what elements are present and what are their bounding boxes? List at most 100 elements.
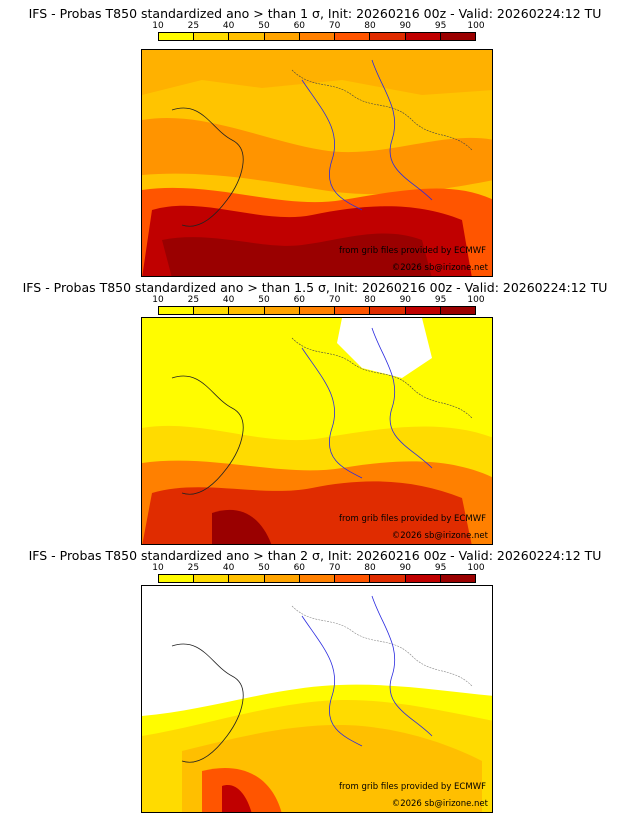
coastline-west	[171, 643, 244, 763]
credit-text: from grib files provided by ECMWF	[339, 782, 486, 792]
scale-swatch	[299, 307, 336, 314]
map-band-core	[202, 768, 282, 812]
copyright-text: ©2026 sb@irizone.net	[391, 531, 488, 541]
scale-tick: 10	[152, 295, 164, 305]
scale-swatch	[264, 575, 300, 582]
map-band-north	[142, 50, 492, 95]
panel-3: IFS - Probas T850 standardized ano > tha…	[0, 548, 630, 816]
river-line	[301, 79, 363, 211]
map-graphic	[142, 318, 492, 544]
scale-swatch	[370, 307, 406, 314]
panel-2: IFS - Probas T850 standardized ano > tha…	[0, 280, 630, 548]
scale-swatch	[299, 33, 336, 40]
scale-tick: 25	[187, 295, 200, 305]
river-line-east	[371, 595, 433, 737]
color-scale: 10 25 40 50 60 70 80 90 95 100	[152, 295, 485, 327]
scale-tick: 10	[152, 21, 164, 31]
map-graphic	[142, 50, 492, 276]
scale-swatch	[194, 33, 230, 40]
scale-tick: 10	[152, 563, 164, 573]
panel-1: IFS - Probas T850 standardized ano > tha…	[0, 6, 630, 277]
color-scale: 10 25 40 50 60 70 80 90 95 100	[152, 563, 485, 595]
panel-title: IFS - Probas T850 standardized ano > tha…	[28, 6, 602, 21]
scale-swatch	[264, 307, 300, 314]
scale-tick: 90	[399, 295, 412, 305]
panel-title: IFS - Probas T850 standardized ano > tha…	[28, 548, 602, 563]
scale-swatch	[194, 307, 230, 314]
credit-text: from grib files provided by ECMWF	[339, 514, 486, 524]
scale-tick: 60	[293, 295, 306, 305]
scale-labels: 10 25 40 50 60 70 80 90 95 100	[152, 563, 484, 573]
river-line-east	[371, 327, 433, 469]
credit-text: from grib files provided by ECMWF	[339, 246, 486, 256]
scale-tick: 100	[467, 563, 485, 573]
scale-swatch	[159, 33, 195, 40]
scale-tick: 25	[187, 21, 200, 31]
probability-map: from grib files provided by ECMWF ©2026 …	[141, 49, 493, 277]
probability-map: from grib files provided by ECMWF ©2026 …	[141, 317, 493, 545]
scale-tick: 70	[328, 563, 341, 573]
border-line	[291, 605, 473, 687]
panel-title: IFS - Probas T850 standardized ano > tha…	[22, 280, 608, 295]
map-graphic	[142, 586, 492, 812]
probability-map: from grib files provided by ECMWF ©2026 …	[141, 585, 493, 813]
scale-swatch	[405, 33, 441, 40]
scale-swatch	[370, 575, 406, 582]
scale-bar	[158, 574, 476, 583]
color-scale: 10 25 40 50 60 70 80 90 95 100	[152, 21, 485, 53]
scale-swatch	[335, 33, 371, 40]
scale-tick: 90	[399, 21, 412, 31]
scale-tick: 80	[364, 295, 376, 305]
coastline-west	[171, 107, 244, 227]
scale-swatch	[440, 575, 475, 582]
scale-tick: 100	[467, 295, 485, 305]
scale-tick: 100	[467, 21, 485, 31]
river-line	[301, 615, 363, 747]
scale-swatch	[229, 307, 265, 314]
scale-tick: 50	[258, 563, 270, 573]
scale-swatch	[159, 307, 195, 314]
scale-tick: 50	[258, 21, 270, 31]
scale-swatch	[194, 575, 230, 582]
scale-tick: 95	[434, 563, 447, 573]
scale-tick: 80	[364, 563, 376, 573]
scale-swatch	[405, 575, 441, 582]
scale-swatch	[229, 575, 265, 582]
map-band-max	[212, 509, 272, 544]
scale-tick: 70	[328, 295, 341, 305]
scale-bar	[158, 306, 476, 315]
scale-tick: 95	[434, 295, 447, 305]
scale-tick: 25	[187, 563, 200, 573]
scale-labels: 10 25 40 50 60 70 80 90 95 100	[152, 295, 484, 305]
map-blank-north	[337, 318, 432, 378]
scale-tick: 40	[222, 21, 235, 31]
scale-tick: 60	[293, 21, 306, 31]
scale-swatch	[405, 307, 441, 314]
scale-swatch	[335, 575, 371, 582]
scale-tick: 70	[328, 21, 341, 31]
border-line	[291, 69, 473, 151]
river-line	[301, 347, 363, 479]
scale-swatch	[440, 33, 475, 40]
coastline-west	[171, 375, 244, 495]
scale-swatch	[370, 33, 406, 40]
copyright-text: ©2026 sb@irizone.net	[391, 263, 488, 273]
scale-tick: 90	[399, 563, 412, 573]
scale-swatch	[229, 33, 265, 40]
river-line-east	[371, 59, 433, 201]
scale-bar	[158, 32, 476, 41]
map-band-max	[162, 233, 432, 276]
scale-tick: 80	[364, 21, 376, 31]
scale-tick: 40	[222, 295, 235, 305]
scale-tick: 60	[293, 563, 306, 573]
scale-swatch	[299, 575, 336, 582]
border-line	[291, 337, 473, 419]
scale-swatch	[440, 307, 475, 314]
scale-swatch	[264, 33, 300, 40]
scale-tick: 40	[222, 563, 235, 573]
map-band-middle	[142, 117, 492, 195]
copyright-text: ©2026 sb@irizone.net	[391, 799, 488, 809]
scale-tick: 50	[258, 295, 270, 305]
scale-labels: 10 25 40 50 60 70 80 90 95 100	[152, 21, 484, 31]
scale-tick: 95	[434, 21, 447, 31]
